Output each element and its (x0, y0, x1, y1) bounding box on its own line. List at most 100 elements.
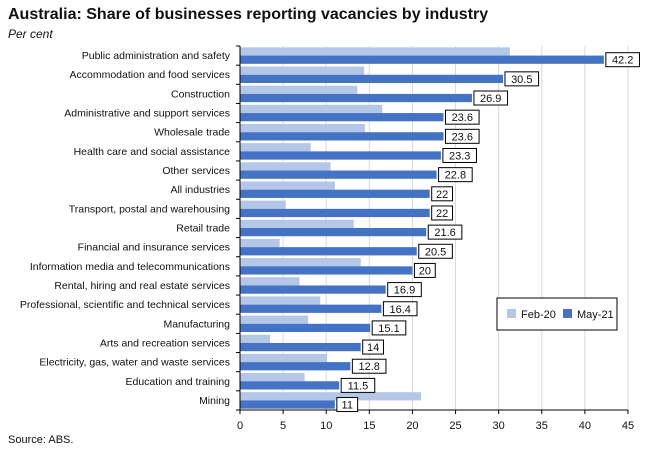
data-label-box (504, 71, 540, 87)
category-label: Transport, postal and warehousing (69, 203, 230, 215)
bar-may-21 (240, 323, 371, 333)
x-tick-label: 0 (237, 420, 243, 432)
bar-feb-20 (240, 66, 365, 75)
legend-label-feb-20: Feb-20 (521, 309, 556, 321)
category-label: Manufacturing (163, 318, 230, 330)
category-label: Electricity, gas, water and waste servic… (39, 357, 230, 369)
category-label: Health care and social assistance (74, 146, 231, 158)
bar-feb-20 (240, 200, 286, 209)
data-label: 22.8 (445, 170, 466, 182)
bar-feb-20 (240, 85, 358, 94)
legend-swatch-may-21 (563, 309, 572, 318)
category-label: Other services (162, 165, 230, 177)
bar-feb-20 (240, 181, 335, 190)
bar-may-21 (240, 132, 444, 141)
data-label-box (387, 282, 422, 298)
data-label-box (427, 224, 463, 240)
category-label: Financial and insurance services (78, 242, 230, 254)
data-label: 23.3 (449, 150, 470, 162)
x-tick-label: 45 (622, 420, 634, 432)
bar-feb-20 (240, 162, 331, 171)
bar-may-21 (240, 304, 382, 313)
source-note: Source: ABS. (8, 434, 74, 446)
category-label: Accommodation and food services (70, 69, 231, 81)
x-tick-label: 35 (536, 420, 548, 432)
data-label-box (418, 243, 453, 259)
data-label: 15.1 (378, 323, 399, 335)
data-label: 12.8 (358, 361, 379, 373)
data-label: 22 (436, 189, 448, 201)
data-label: 20.5 (425, 246, 446, 258)
bar-may-21 (240, 170, 437, 179)
x-tick-label: 10 (320, 420, 332, 432)
x-tick-label: 20 (406, 420, 418, 432)
data-label: 23.6 (452, 112, 473, 124)
bar-may-21 (240, 208, 430, 218)
bar-feb-20 (240, 334, 271, 343)
bar-may-21 (240, 400, 335, 409)
data-label-box (444, 109, 480, 125)
data-label-box (442, 147, 477, 163)
category-label: Public administration and safety (82, 50, 231, 62)
bar-feb-20 (240, 296, 321, 305)
data-label-box (438, 167, 473, 183)
x-tick-label: 25 (449, 420, 461, 432)
data-label-box (340, 377, 376, 393)
bar-may-21 (240, 266, 413, 275)
bar-feb-20 (240, 315, 309, 324)
chart-subtitle: Per cent (8, 27, 53, 41)
bar-may-21 (240, 74, 503, 83)
bar-feb-20 (240, 277, 300, 286)
data-label-box (473, 90, 509, 106)
data-label: 21.6 (434, 227, 455, 239)
bar-may-21 (240, 113, 444, 122)
data-label-box (431, 205, 453, 221)
category-label: Mining (199, 395, 230, 407)
data-label: 11.5 (348, 380, 369, 392)
bar-feb-20 (240, 123, 366, 133)
data-label: 11 (342, 400, 353, 412)
data-label-box (351, 358, 387, 374)
legend-swatch-feb-20 (507, 309, 516, 318)
bar-feb-20 (240, 392, 422, 401)
bar-may-21 (240, 247, 417, 256)
data-label: 16.9 (394, 285, 415, 297)
bar-feb-20 (240, 143, 311, 152)
category-label: Information media and telecommunications (30, 261, 230, 273)
data-label-box (413, 262, 436, 278)
category-label: Rental, hiring and real estate services (54, 280, 230, 292)
bar-may-21 (240, 381, 340, 390)
chart-title: Australia: Share of businesses reporting… (8, 6, 489, 23)
data-label: 30.5 (511, 74, 532, 86)
bar-feb-20 (240, 353, 328, 363)
data-label: 16.4 (389, 304, 410, 316)
data-label: 26.9 (480, 93, 501, 105)
data-label-box (444, 128, 480, 144)
bar-may-21 (240, 189, 430, 198)
bar-feb-20 (240, 219, 354, 228)
category-label: Retail trade (176, 223, 230, 235)
bar-may-21 (240, 55, 604, 64)
bar-may-21 (240, 93, 472, 103)
data-label: 14 (367, 342, 379, 354)
data-label: 22 (436, 208, 448, 220)
data-label-box (336, 397, 359, 413)
data-label: 42.2 (612, 55, 633, 67)
bar-may-21 (240, 362, 351, 371)
data-label-box (382, 301, 418, 317)
x-tick-label: 40 (579, 420, 591, 432)
bar-feb-20 (240, 373, 305, 382)
category-label: Professional, scientific and technical s… (20, 299, 230, 311)
category-label: Education and training (126, 376, 231, 388)
category-label: Construction (171, 88, 230, 100)
category-label: All industries (170, 184, 230, 196)
x-tick-label: 30 (493, 420, 505, 432)
legend-box (496, 297, 618, 331)
bar-may-21 (240, 151, 441, 160)
bar-feb-20 (240, 47, 510, 56)
data-label-box (431, 186, 453, 202)
bar-may-21 (240, 228, 427, 237)
bar-feb-20 (240, 258, 361, 267)
x-tick-label: 5 (280, 420, 286, 432)
data-label: 23.6 (452, 131, 473, 143)
